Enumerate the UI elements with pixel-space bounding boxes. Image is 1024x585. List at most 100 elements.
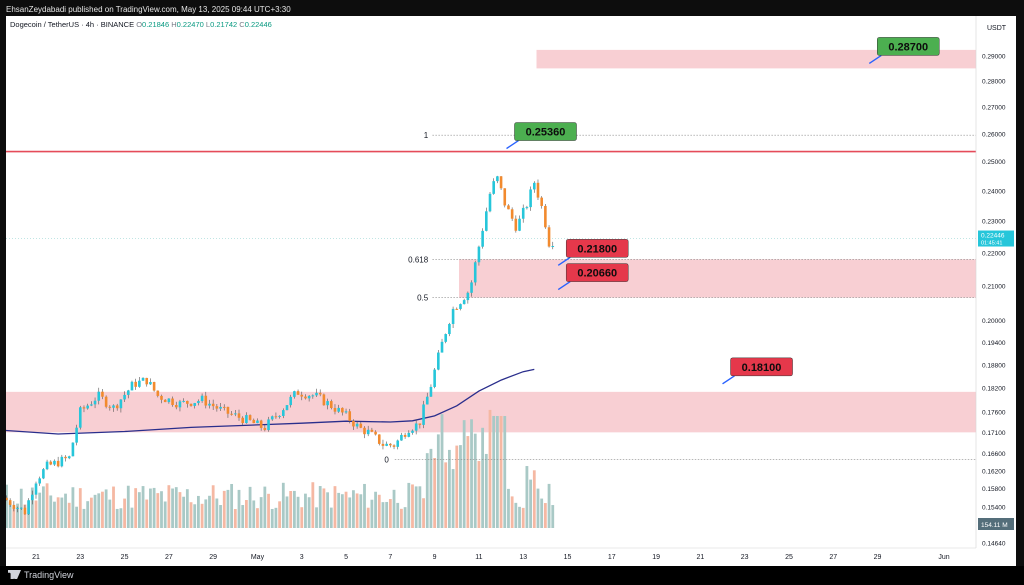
volume-bar [311,482,315,528]
volume-bar [89,497,93,528]
volume-bar [407,482,411,528]
volume-bar [86,501,90,528]
volume-bar [307,497,311,528]
moving-average-line [2,368,535,435]
price-chart-svg[interactable]: 1 0.618 0.5 0 0.28700 0.25360 0.21800 0.20660 0.… [1,16,1016,566]
volume-label: 154.11 M [981,522,1008,529]
candle-body [322,394,326,406]
volume-bar [285,496,289,528]
candle-body [90,404,93,406]
low-key: L [205,20,211,29]
price-tick-label: 0.18200 [982,385,1006,392]
candle-body [492,181,495,194]
volume-bar [82,508,86,528]
current-price-label: 0.22446 [981,233,1005,240]
candle-body [503,188,507,206]
publisher-line: EhsanZeydabadi published on TradingView.… [6,5,291,14]
candle-body [152,382,156,391]
volume-bar [543,503,547,528]
candle-body [215,406,219,409]
volume-bar [34,500,38,528]
volume-bar [470,419,473,528]
time-tick-label: 5 [344,554,348,561]
candle-body [108,406,112,408]
volume-tag [978,518,1014,530]
candle-body [300,394,304,397]
zone-box-0 [536,49,976,69]
volume-bar [388,499,392,528]
volume-bar [215,498,219,528]
volume-bar [274,507,278,528]
price-tick-label: 0.24000 [982,188,1006,195]
volume-bar [403,507,407,528]
volume-bar [518,506,521,528]
candle-body [455,308,459,310]
candle-body [551,246,555,248]
volume-bar [315,507,318,528]
callout-pointer-3 [557,281,571,291]
candle-body [510,209,514,219]
callout-label-1: 0.25360 [526,127,566,139]
volume-bar [237,489,241,528]
candle-body [433,369,436,387]
candle-body [27,500,30,515]
candle-body [536,182,540,198]
price-tick-label: 0.22000 [982,250,1006,257]
volume-bar [45,483,49,528]
volume-bar [38,492,42,528]
candle-body [374,431,377,435]
candle-body [444,334,448,342]
volume-bar [200,503,204,528]
candle-body [363,427,366,435]
candle-body [138,380,141,387]
candle-body [186,400,189,404]
candle-body [422,404,425,425]
candle-body [119,399,123,409]
volume-bar [414,486,418,528]
volume-bar [281,482,285,528]
volume-bar [444,462,448,528]
volume-bar [514,502,518,528]
volume-bar [440,414,444,528]
candle-body [414,423,418,431]
candle-body [370,429,374,432]
time-tick-label: 27 [829,554,837,561]
volume-bar [256,508,259,528]
volume-bar [352,490,355,528]
chart-panel[interactable]: Dogecoin / TetherUS · 4h · BINANCE O0.21… [1,16,1016,566]
volume-bar [344,491,348,528]
volume-bar [547,483,551,528]
candle-body [23,507,27,515]
volume-bar [56,497,60,528]
tradingview-logo: TradingView [8,570,74,581]
candle-body [389,443,392,446]
callout-label-3: 0.20660 [577,268,617,280]
candle-body [333,407,337,412]
candle-body [326,401,329,406]
candle-body [459,304,462,309]
candle-body [282,410,285,416]
candle-body [462,300,466,305]
callout-pointer-2 [557,256,571,266]
volume-bar [447,449,451,528]
candle-body [377,434,381,444]
fib-label-3: 0 [384,456,389,465]
price-tick-label: 0.14640 [982,541,1006,548]
volume-bar [130,507,134,528]
close-value: 0.22446 [244,20,272,29]
candle-body [211,403,215,407]
volume-bar [392,489,396,528]
price-tick-label: 0.26000 [982,131,1006,138]
candle-body [296,391,300,395]
volume-bar [289,491,293,528]
candle-body [547,227,551,247]
callout-pointer-1 [506,139,519,150]
callout-box-0 [877,37,940,56]
time-tick-label: 11 [475,554,482,561]
candle-body [56,460,60,467]
candle-body [496,176,499,182]
volume-bar [97,493,101,528]
volume-bar [167,485,171,528]
candle-body [67,456,71,459]
volume-bar [267,493,270,528]
